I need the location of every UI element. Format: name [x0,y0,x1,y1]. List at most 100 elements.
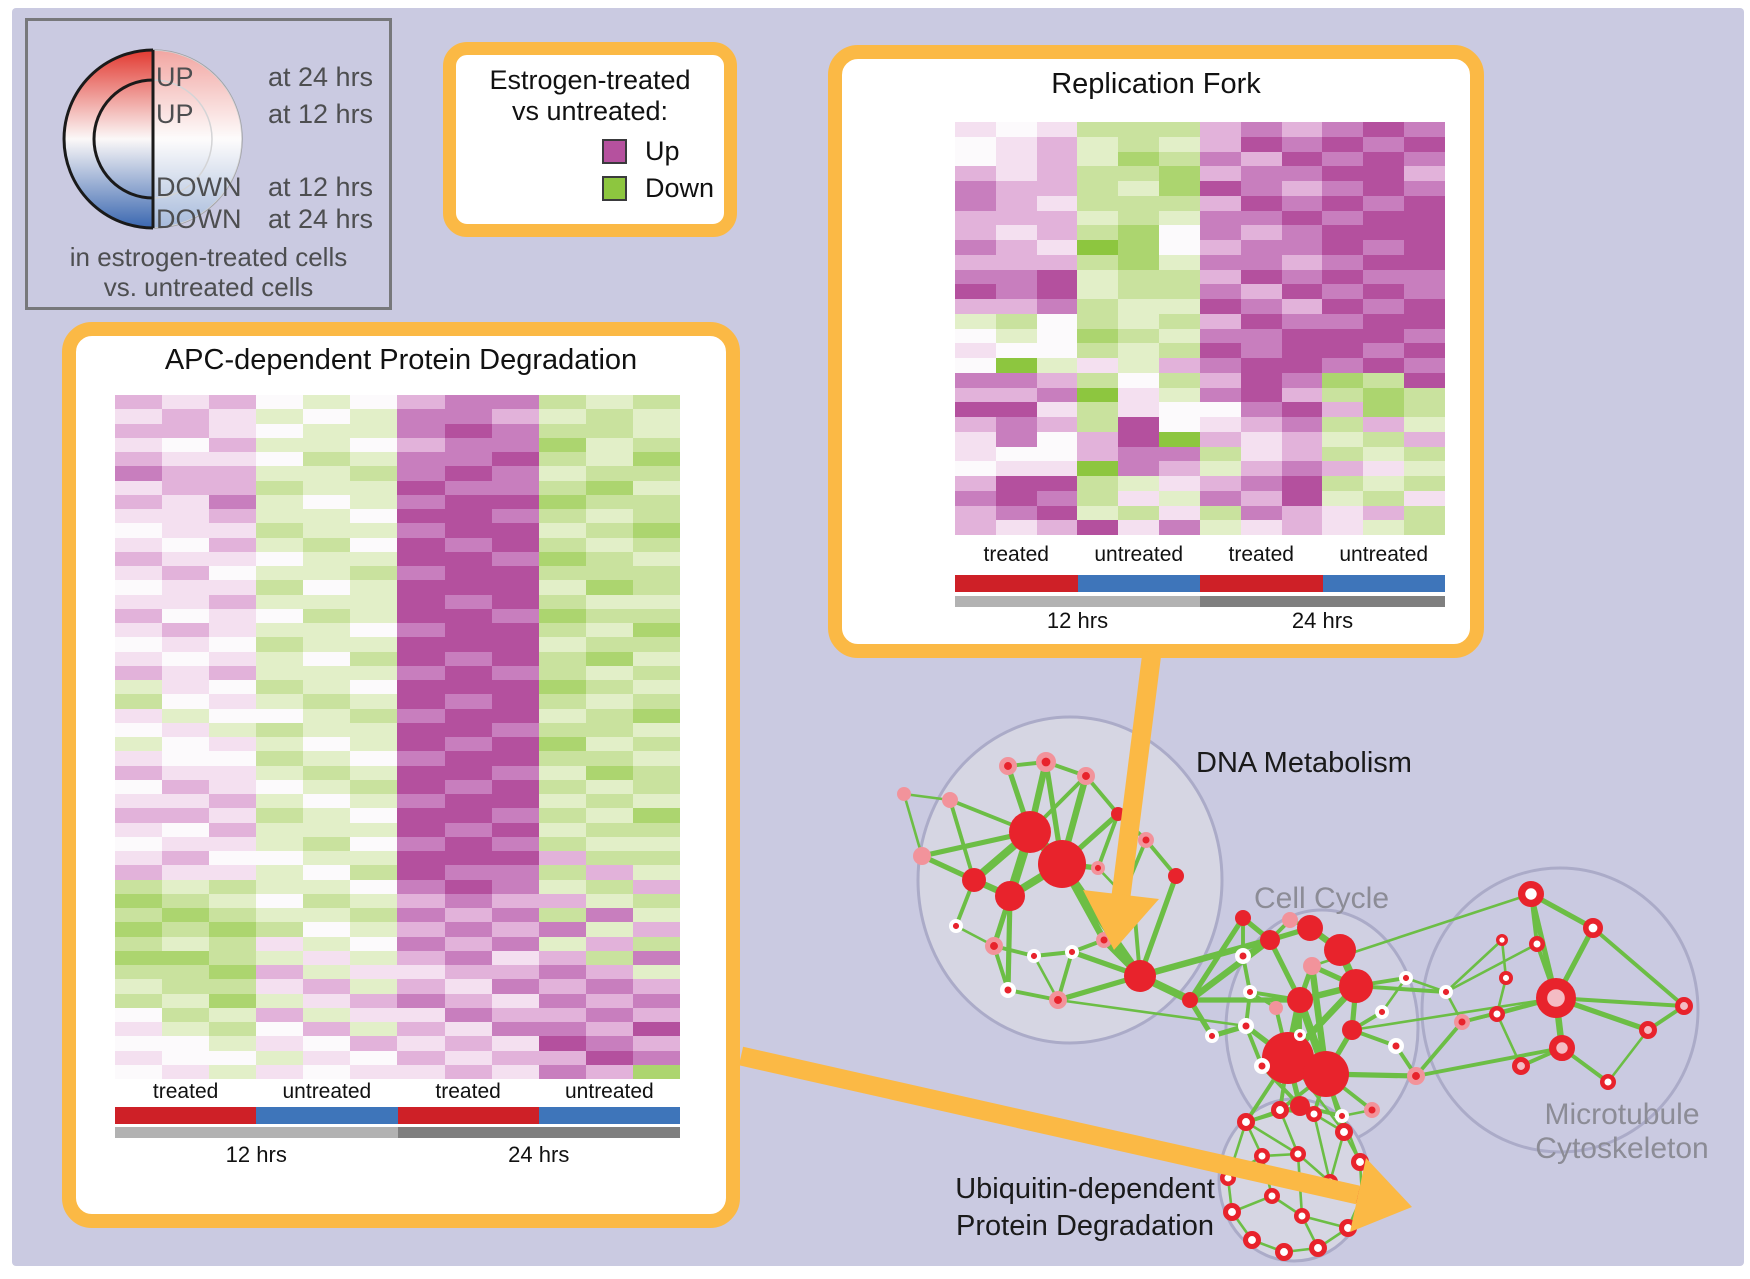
heatmap-cell [1281,476,1323,491]
heatmap-cell [115,1022,163,1037]
heatmap-cell [632,1007,680,1022]
heatmap-cell [1036,166,1078,181]
heatmap-cell [995,402,1037,417]
heatmap-cell [397,651,445,666]
heatmap-cell [350,423,398,438]
heatmap-cell [955,225,996,240]
heatmap-cell [162,395,210,410]
heatmap-cell [115,751,163,766]
heatmap-cell [585,665,633,680]
heatmap-cell [162,993,210,1008]
heatmap-cell [1036,402,1078,417]
heatmap-cell [444,1007,492,1022]
heatmap-cell [256,1022,304,1037]
heatmap-cell [1077,299,1119,314]
heatmap-cell [1159,490,1200,506]
heatmap-cell [1159,210,1200,226]
heatmap-cell [256,836,304,851]
heatmap-cell [209,452,257,467]
heatmap-cell [397,480,445,495]
heatmap-cell [256,965,304,980]
heatmap-cell [162,1007,210,1022]
heatmap-cell [397,851,445,866]
heatmap-cell [162,580,210,595]
heatmap-cell [303,1050,351,1065]
heatmap-cell [162,494,210,509]
heatmap-cell [303,1022,351,1037]
heatmap-cell [1036,254,1078,270]
heatmap-cell [491,950,539,965]
heatmap-cell [256,822,304,837]
heatmap-cell [162,979,210,994]
heatmap-cell [1036,431,1078,447]
treated-bar-segment [115,1107,257,1124]
heatmap-cell [491,551,539,566]
heatmap-cell [538,950,586,965]
heatmap-cell [256,950,304,965]
heatmap-cell [1281,136,1323,152]
heatmap-cell [955,299,996,314]
heatmap-cell [303,694,351,709]
heatmap-cell [538,822,586,837]
heatmap-cell [1077,240,1119,255]
heatmap-cell [1077,358,1119,373]
treated-bar-segment [955,575,1078,592]
heatmap-cell [1322,210,1364,226]
heatmap-cell [209,751,257,766]
heatmap-cell [491,537,539,552]
heatmap-cell [115,452,163,467]
heatmap-cell [955,372,996,388]
heatmap-cell [1159,181,1200,196]
apc-condition-bar [115,1107,680,1124]
heatmap-cell [1199,151,1241,167]
heatmap-cell [256,637,304,652]
heatmap-cell [995,431,1037,447]
heatmap-cell [1077,225,1119,240]
heatmap-cell [632,494,680,509]
heatmap-cell [397,608,445,623]
heatmap-cell [209,936,257,951]
heatmap-cell [115,409,163,424]
heatmap-cell [1118,122,1160,137]
heatmap-cell [491,979,539,994]
heatmap-cell [1036,299,1078,314]
heatmap-cell [632,437,680,452]
heatmap-cell [209,608,257,623]
heatmap-cell [1159,328,1200,344]
comparison-items: Up Down [602,133,724,207]
heatmap-cell [350,779,398,794]
heatmap-cell [209,865,257,880]
heatmap-cell [538,409,586,424]
heatmap-cell [115,480,163,495]
heatmap-cell [585,965,633,980]
heatmap-cell [955,343,996,358]
heatmap-cell [397,537,445,552]
heatmap-cell [1281,210,1323,226]
apc-time-bar [115,1127,680,1138]
heatmap-cell [1322,490,1364,506]
heatmap-cell [162,836,210,851]
heatmap-cell [538,908,586,923]
heatmap-cell [538,1007,586,1022]
heatmap-cell [1404,254,1445,270]
heatmap-cell [397,722,445,737]
heatmap-cell [444,680,492,695]
heatmap-cell [1159,284,1200,299]
heatmap-cell [585,751,633,766]
heatmap-cell [115,836,163,851]
heatmap-cell [115,651,163,666]
heatmap-cell [162,694,210,709]
untreated-bar-segment [256,1107,398,1124]
heatmap-cell [162,452,210,467]
heatmap-cell [256,737,304,752]
heatmap-cell [491,722,539,737]
heatmap-cell [162,608,210,623]
heatmap-cell [1118,240,1160,255]
heatmap-cell [1118,210,1160,226]
heatmap-cell [1199,431,1241,447]
heatmap-cell [397,623,445,638]
heatmap-cell [115,423,163,438]
heatmap-cell [1036,372,1078,388]
heatmap-cell [115,680,163,695]
heatmap-cell [209,509,257,524]
